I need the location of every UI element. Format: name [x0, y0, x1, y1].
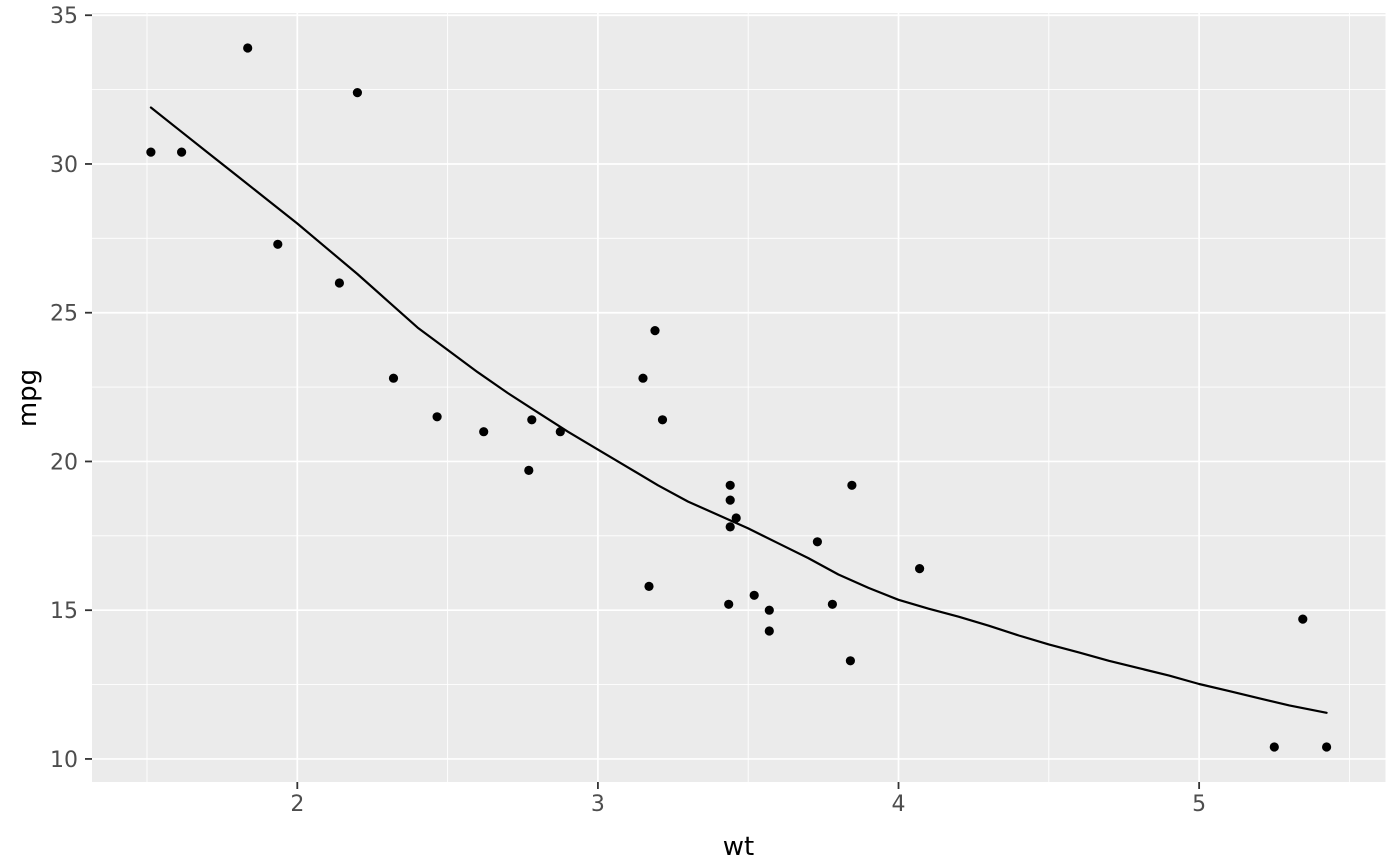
x-tick-label: 5: [1192, 792, 1206, 817]
data-point: [725, 480, 735, 490]
data-point: [731, 513, 741, 523]
data-point: [388, 373, 399, 383]
data-point: [845, 656, 856, 666]
y-tick-label: 35: [50, 4, 78, 29]
data-point: [638, 373, 648, 383]
y-tick-label: 20: [50, 450, 78, 475]
data-point: [725, 522, 735, 532]
y-axis-title: mpg: [13, 368, 43, 428]
data-point: [812, 537, 823, 547]
plot-panel: [92, 13, 1386, 782]
data-point: [915, 564, 925, 574]
data-point: [764, 626, 774, 636]
data-point: [650, 326, 660, 336]
x-tick-label: 2: [290, 792, 304, 817]
y-tick-label: 10: [50, 748, 78, 773]
data-point: [764, 605, 774, 615]
data-point: [352, 88, 362, 98]
data-point: [479, 427, 489, 437]
data-point: [524, 465, 534, 475]
data-point: [1269, 742, 1279, 752]
data-point: [243, 43, 253, 53]
y-tick-label: 30: [50, 153, 78, 178]
data-point: [847, 480, 857, 490]
data-point: [1298, 614, 1308, 624]
x-axis-title: wt: [722, 832, 755, 862]
data-point: [827, 599, 838, 609]
x-tick-label: 4: [892, 792, 906, 817]
data-point: [432, 412, 442, 422]
data-point: [724, 599, 734, 609]
data-point: [273, 239, 283, 249]
data-point: [657, 415, 668, 425]
data-point: [644, 581, 654, 592]
data-point: [527, 415, 537, 425]
data-point: [177, 147, 187, 157]
data-point: [749, 590, 759, 600]
data-point: [334, 278, 344, 288]
data-point: [725, 495, 735, 505]
data-point: [146, 147, 156, 157]
y-tick-label: 25: [50, 302, 78, 327]
data-point: [1322, 742, 1332, 752]
x-tick-label: 3: [591, 792, 605, 817]
y-tick-label: 15: [50, 599, 78, 624]
smooth-line: [149, 106, 1328, 714]
